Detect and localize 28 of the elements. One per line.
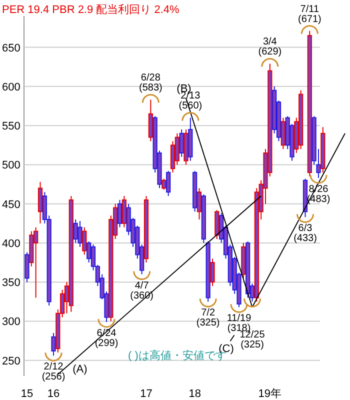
y-tick-label: 450	[2, 198, 20, 211]
annotation: 6/3 (433)	[294, 223, 317, 244]
series-label: (A)	[72, 363, 88, 376]
annotation: 7/2 (325)	[196, 298, 220, 329]
x-tick-label: 17	[140, 388, 152, 400]
annotation: 6/28 (583)	[138, 72, 162, 103]
y-tick-label: 600	[2, 81, 20, 94]
annotation: 3/4 (629)	[258, 36, 282, 58]
y-tick-label: 250	[2, 355, 20, 368]
annotation: 7/11 (671)	[298, 4, 322, 25]
annotation: 3/4 (629)	[258, 36, 282, 67]
annotation: 6/3 (433)	[294, 214, 317, 244]
x-tick-label: 19年	[258, 388, 282, 400]
x-tick-label: 16	[47, 388, 60, 400]
annotation: 2/12 (256)	[42, 352, 66, 383]
annotation: 2/12 (256)	[42, 362, 66, 383]
x-tick-label: 18	[188, 388, 201, 400]
y-tick-label: 300	[2, 316, 20, 328]
y-tick-label: 550	[2, 120, 20, 133]
annotation: 7/11 (671)	[298, 4, 322, 34]
y-tick-label: 400	[2, 238, 20, 250]
y-tick-label: 500	[2, 160, 20, 172]
annotation: 6/28 (583)	[138, 72, 162, 94]
y-tick-label: 350	[2, 277, 20, 290]
y-tick-label: 650	[2, 42, 20, 54]
x-tick-label: 15	[20, 388, 34, 400]
chart-title: PER 19.4 PBR 2.9 配当利回り 2.4%	[2, 3, 180, 16]
annotation: 7/2 (325)	[196, 308, 220, 329]
